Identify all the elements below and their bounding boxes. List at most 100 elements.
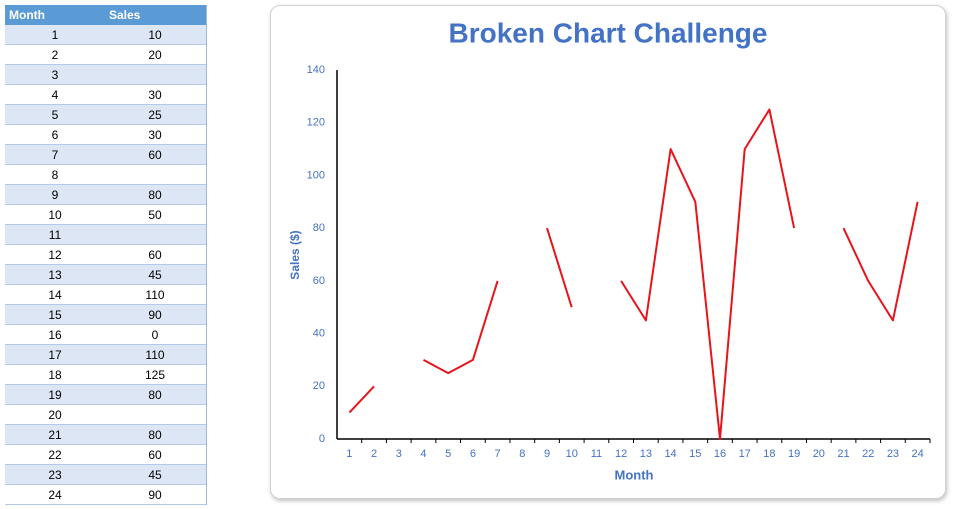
table-cell: 80 xyxy=(148,388,162,402)
x-tick-label: 4 xyxy=(420,448,426,460)
table-row: 18 125 xyxy=(5,365,206,385)
table-row: 10 50 xyxy=(5,205,206,225)
x-tick-label: 23 xyxy=(887,448,899,460)
x-tick-label: 13 xyxy=(640,448,652,460)
table-cell: 18 xyxy=(48,368,62,382)
y-tick-label: 20 xyxy=(313,380,325,392)
table-row: 16 0 xyxy=(5,325,206,345)
table-cell: 25 xyxy=(148,108,162,122)
x-tick-label: 14 xyxy=(664,448,676,460)
x-tick-label: 1 xyxy=(346,448,352,460)
table-cell: 90 xyxy=(148,308,162,322)
x-tick-label: 5 xyxy=(445,448,451,460)
table-cell: 60 xyxy=(148,448,162,462)
table-cell: 125 xyxy=(144,368,166,382)
x-tick-label: 8 xyxy=(519,448,525,460)
y-axis-title: Sales ($) xyxy=(288,230,302,279)
table-cell: 9 xyxy=(51,188,59,202)
x-axis-title: Month xyxy=(615,467,654,482)
table-cell: 23 xyxy=(48,468,62,482)
table-cell: 17 xyxy=(48,348,62,362)
line-series xyxy=(348,108,919,440)
table-row: 7 60 xyxy=(5,145,206,165)
table-cell: 80 xyxy=(148,188,162,202)
chart-panel xyxy=(270,5,946,499)
header-row: Month Sales xyxy=(5,5,206,25)
table-cell: 6 xyxy=(51,128,59,142)
table-row: 6 30 xyxy=(5,125,206,145)
table-row: 14 110 xyxy=(5,285,206,305)
chart-title: Broken Chart Challenge xyxy=(449,17,768,48)
table-row: 5 25 xyxy=(5,105,206,125)
table-row: 21 80 xyxy=(5,425,206,445)
table-row: 4 30 xyxy=(5,85,206,105)
x-tick-label: 12 xyxy=(615,448,627,460)
x-tick-label: 7 xyxy=(495,448,501,460)
x-tick-label: 2 xyxy=(371,448,377,460)
table-cell: 1 xyxy=(51,28,59,42)
y-tick-label: 0 xyxy=(319,433,325,445)
x-tick-label: 22 xyxy=(862,448,874,460)
x-tick-label: 24 xyxy=(912,448,924,460)
table-cell: 2 xyxy=(51,48,59,62)
y-tick-label: 80 xyxy=(313,222,325,234)
table-cell: 30 xyxy=(148,88,162,102)
table-cell: 19 xyxy=(48,388,62,402)
x-tick-label: 3 xyxy=(396,448,402,460)
table-cell: 20 xyxy=(148,48,162,62)
table-row: 24 90 xyxy=(5,485,206,505)
x-tick-label: 16 xyxy=(714,448,726,460)
table-cell: 22 xyxy=(48,448,62,462)
table-cell: 11 xyxy=(48,228,62,242)
table-row: 17 110 xyxy=(5,345,206,365)
table-row: 13 45 xyxy=(5,265,206,285)
table-cell: 10 xyxy=(48,208,62,222)
table-cell: 0 xyxy=(151,328,159,342)
x-tick-label: 6 xyxy=(470,448,476,460)
table-cell: 7 xyxy=(51,148,59,162)
table-cell: 110 xyxy=(145,348,165,362)
table-row: 22 60 xyxy=(5,445,206,465)
table-row: 20 xyxy=(5,405,206,425)
x-tick-label: 20 xyxy=(813,448,825,460)
table-row: 8 xyxy=(5,165,206,185)
header-cell: Sales xyxy=(109,8,141,22)
table-row: 19 80 xyxy=(5,385,206,405)
table-cell: 5 xyxy=(51,108,59,122)
data-table: Month Sales 1 10 2 20 3 4 30 5 25 6 30 7 60 8 9 80 10 50 11 1… xyxy=(5,5,207,505)
y-tick-label: 120 xyxy=(307,117,325,129)
table-row: 23 45 xyxy=(5,465,206,485)
table-cell: 13 xyxy=(48,268,62,282)
table-cell: 60 xyxy=(148,148,162,162)
table-cell: 45 xyxy=(148,468,162,482)
x-tick-label: 15 xyxy=(689,448,701,460)
header-cell: Month xyxy=(9,8,45,22)
table-cell: 8 xyxy=(51,168,59,182)
table-cell: 4 xyxy=(51,88,59,102)
y-tick-label: 100 xyxy=(307,169,325,181)
table-cell: 12 xyxy=(48,248,62,262)
x-tick-label: 21 xyxy=(837,448,849,460)
table-cell: 15 xyxy=(48,308,62,322)
table-row: 15 90 xyxy=(5,305,206,325)
table-row: 1 10 xyxy=(5,25,206,45)
x-tick-label: 9 xyxy=(544,448,550,460)
table-row: 11 xyxy=(5,225,206,245)
table-cell: 50 xyxy=(148,208,162,222)
table-cell: 20 xyxy=(48,408,62,422)
x-tick-label: 10 xyxy=(566,448,578,460)
y-tick-label: 140 xyxy=(307,64,325,76)
table-cell: 24 xyxy=(48,488,62,502)
table-row: 9 80 xyxy=(5,185,206,205)
table-cell: 60 xyxy=(148,248,162,262)
table-cell: 21 xyxy=(48,428,62,442)
x-tick-label: 11 xyxy=(591,448,602,460)
table-cell: 45 xyxy=(148,268,162,282)
y-tick-label: 40 xyxy=(313,327,325,339)
x-tick-label: 18 xyxy=(763,448,775,460)
table-cell: 10 xyxy=(148,28,162,42)
table-cell: 80 xyxy=(148,428,162,442)
x-tick-label: 19 xyxy=(788,448,800,460)
